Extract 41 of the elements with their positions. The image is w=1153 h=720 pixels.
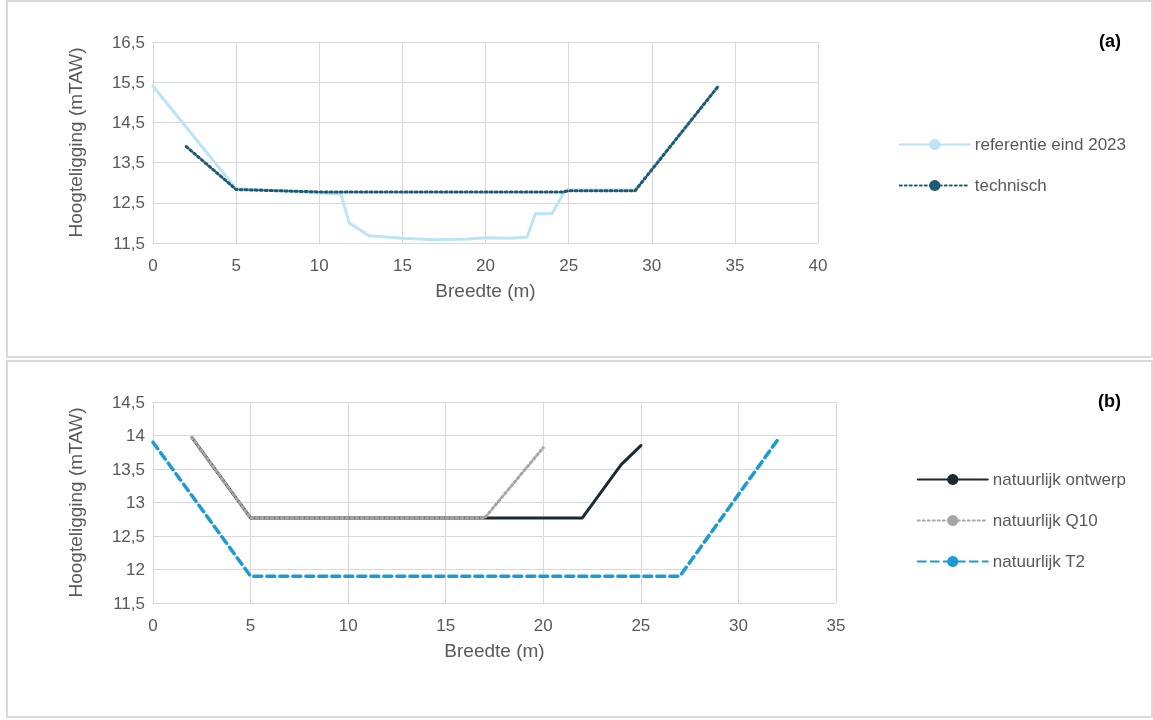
- y-tick-label: 12,5: [111, 526, 145, 546]
- legend-label: natuurlijk Q10: [992, 511, 1098, 530]
- x-tick-label: 5: [245, 616, 256, 635]
- x-tick-label: 15: [392, 256, 412, 275]
- x-tick-label: 25: [631, 616, 651, 635]
- x-axis-title: Breedte (m): [444, 640, 545, 661]
- y-axis-title: Hoogteligging (mTAW): [65, 47, 86, 238]
- y-tick-label: 15,5: [111, 72, 145, 92]
- x-tick-label: 0: [148, 256, 158, 275]
- legend-label: technisch: [974, 176, 1047, 195]
- x-tick-label: 10: [309, 256, 329, 275]
- text: (b): [1098, 391, 1122, 411]
- x-tick-label: 10: [338, 616, 358, 635]
- text: (a): [1099, 31, 1122, 51]
- y-tick-label: 14,5: [111, 392, 145, 412]
- y-axis-title: Hoogteligging (mTAW): [65, 407, 86, 598]
- x-tick-label: 40: [808, 256, 828, 275]
- y-tick-label: 12,5: [111, 193, 145, 213]
- y-tick-label: 16,5: [111, 32, 145, 52]
- y-tick-label: 11,5: [113, 233, 145, 253]
- x-tick-label: 30: [728, 616, 748, 635]
- x-axis-title: Breedte (m): [435, 280, 536, 301]
- y-tick-label: 13,5: [111, 153, 145, 173]
- x-tick-label: 35: [826, 616, 846, 635]
- y-tick-label: 14,5: [111, 112, 145, 132]
- y-tick-label: 14: [126, 426, 145, 445]
- x-tick-label: 25: [559, 256, 579, 275]
- x-tick-label: 5: [231, 256, 241, 275]
- x-tick-label: 0: [148, 616, 158, 635]
- y-tick-label: 13,5: [111, 459, 145, 479]
- y-tick-label: 11,5: [113, 593, 145, 613]
- x-tick-label: 35: [725, 256, 745, 275]
- x-tick-label: 30: [642, 256, 662, 275]
- x-tick-label: 20: [533, 616, 553, 635]
- y-tick-label: 13: [126, 493, 145, 512]
- x-tick-label: 20: [476, 256, 495, 275]
- x-tick-label: 15: [436, 616, 456, 635]
- legend-label: natuurlijk ontwerp: [992, 470, 1127, 489]
- legend-label: referentie eind 2023: [974, 135, 1127, 154]
- legend-label: natuurlijk T2: [992, 552, 1086, 571]
- y-tick-label: 12: [126, 560, 145, 579]
